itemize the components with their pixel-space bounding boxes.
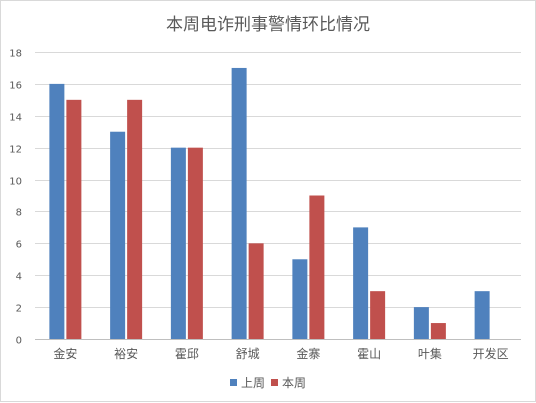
x-tick-label: 舒城 [236,347,260,361]
bar-this-week [187,147,203,339]
y-tick-label: 12 [9,145,22,156]
x-tick-label: 开发区 [473,346,509,361]
bar-last-week [110,131,126,339]
bar-last-week [49,83,65,339]
x-tick-label: 霍邱 [175,347,199,361]
legend-item-last-week: 上周 [229,374,265,391]
bar-this-week [370,291,386,339]
chart-legend: 上周 本周 [1,374,535,391]
bar-this-week [248,243,264,339]
bar-last-week [353,227,369,339]
legend-swatch-this-week [271,379,278,386]
y-tick-label: 0 [16,336,22,347]
legend-label-this-week: 本周 [282,376,307,390]
y-tick-label: 8 [16,208,22,219]
bar-this-week [430,323,446,339]
legend-label-last-week: 上周 [240,376,265,390]
y-tick-label: 18 [9,49,22,60]
y-tick-label: 2 [16,304,22,315]
x-tick-label: 金安 [53,346,77,361]
bar-last-week [170,147,186,339]
legend-item-this-week: 本周 [271,374,306,391]
bar-last-week [413,307,429,339]
x-tick-label: 裕安 [114,346,138,361]
x-tick-label: 金寨 [296,346,320,361]
bar-last-week [474,291,490,339]
y-tick-label: 6 [16,240,22,251]
x-tick-label: 叶集 [418,346,442,361]
y-tick-label: 14 [9,113,22,124]
y-tick-label: 10 [9,177,22,188]
chart-title: 本周电诈刑事警情环比情况 [166,15,370,35]
bar-this-week [66,99,82,339]
legend-swatch-last-week [229,379,237,386]
bar-last-week [292,259,308,339]
x-tick-label: 霍山 [357,347,381,361]
y-tick-label: 4 [16,272,22,283]
bar-this-week [127,99,143,339]
bar-last-week [231,67,247,339]
y-tick-label: 16 [9,81,22,92]
bar-this-week [309,195,325,339]
